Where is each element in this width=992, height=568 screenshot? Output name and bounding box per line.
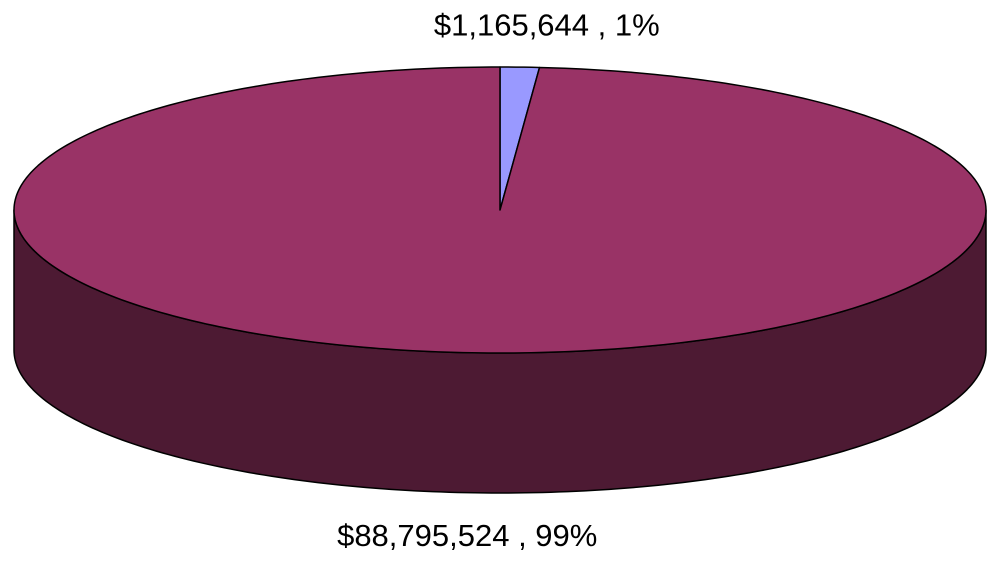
pie-slice <box>13 66 987 354</box>
data-label: $1,165,644 , 1% <box>434 7 660 42</box>
data-label: $88,795,524 , 99% <box>337 518 597 553</box>
